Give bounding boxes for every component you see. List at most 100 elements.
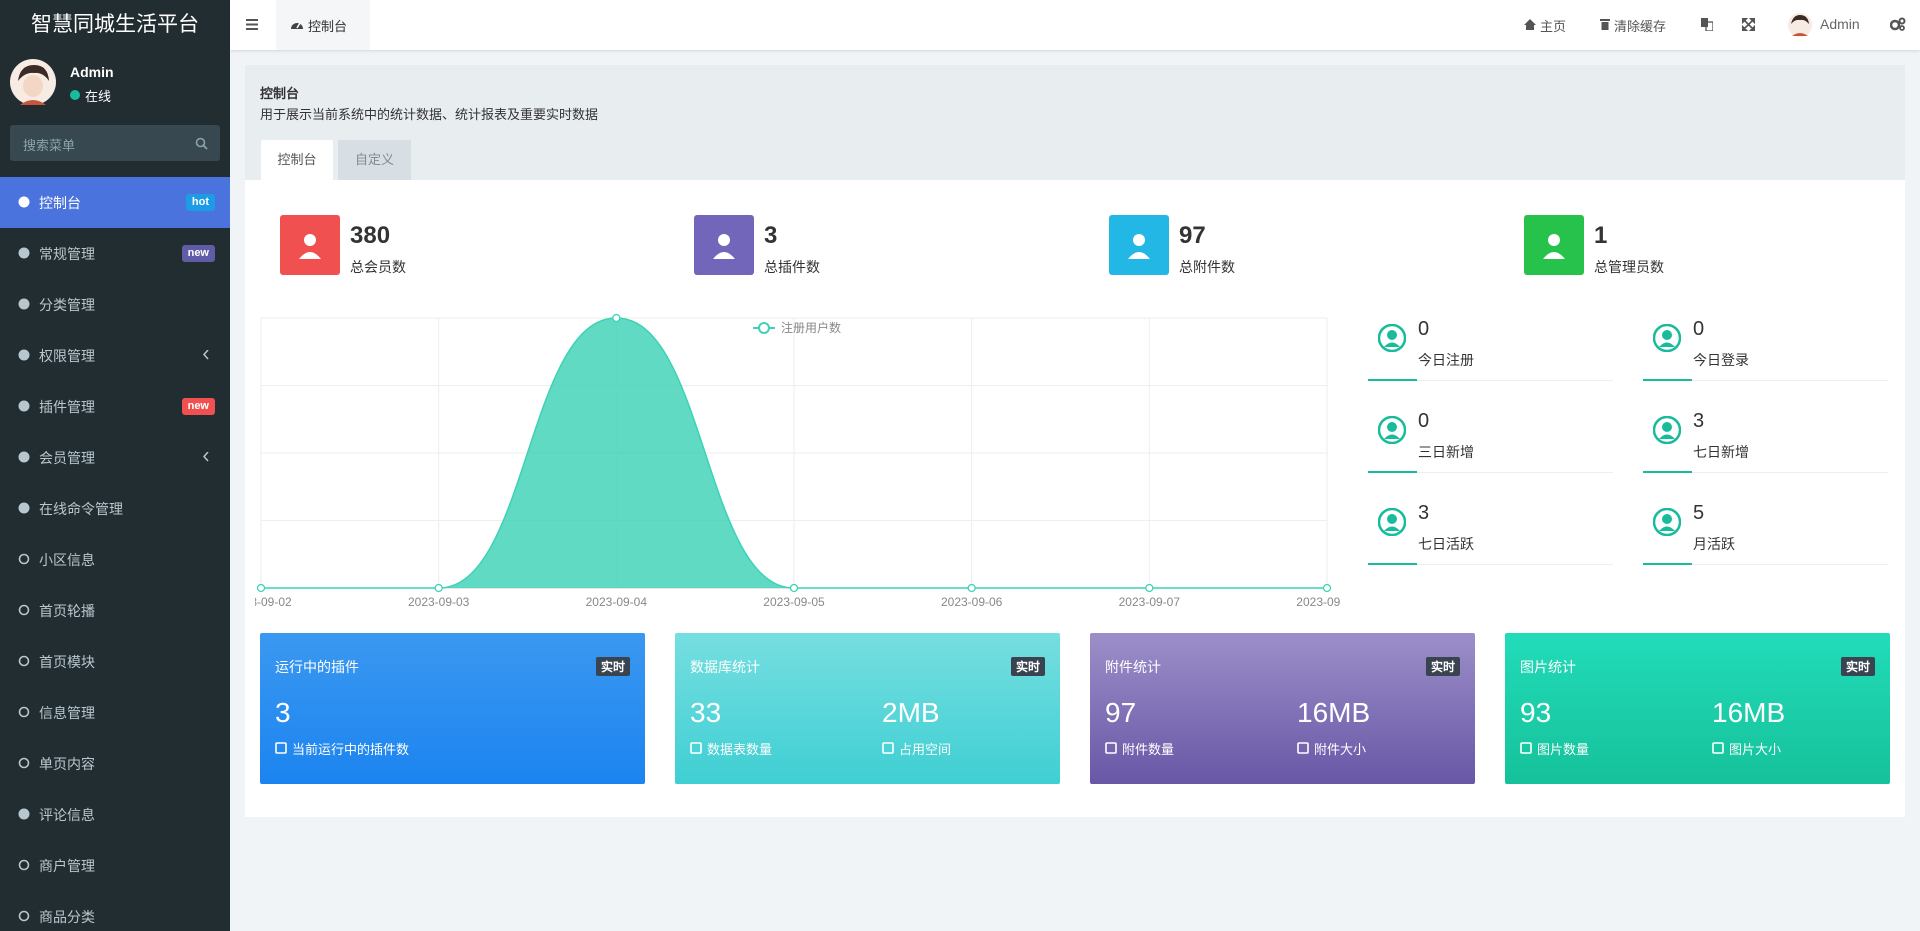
menu-label: 权限管理 [39,348,95,364]
home-link[interactable]: 主页 [1540,19,1567,34]
x-tick-label: 2023-09-05 [763,595,825,609]
card-badge: 实时 [1010,657,1045,676]
fullscreen-icon[interactable] [1742,18,1755,31]
menu-arrow [203,452,209,462]
panel-title: 控制台 [260,86,300,101]
menu-item[interactable]: 商品分类 [0,891,230,931]
menu-label: 分类管理 [39,297,95,313]
card-label: 占用空间 [899,742,952,757]
stat-glyph [299,234,321,259]
mini-stat-icon [1653,416,1681,444]
card-label: 图片数量 [1537,742,1590,757]
card-value: 2MB [882,697,940,728]
menu-item[interactable]: 权限管理 [0,330,230,381]
card-label-icon [1712,742,1724,754]
card-value: 97 [1105,697,1137,728]
search-icon [195,137,208,150]
menu-toggle[interactable] [246,19,258,30]
point [612,313,621,323]
divider-accent [1368,471,1417,473]
card-label-icon [275,742,287,754]
series-area [261,318,1327,588]
search-box[interactable]: 搜索菜单 [10,125,220,161]
stat-card: 运行中的插件 实时 3 当前运行中的插件数 [260,633,645,784]
card-label: 附件数量 [1122,742,1175,757]
stat-card: 数据库统计 实时 33 数据表数量 2MB 占用空间 [675,633,1060,784]
card-label-icon [882,742,894,754]
legend-label: 注册用户数 [781,320,841,335]
tab-label: 控制台 [308,19,348,34]
stat-label: 总管理员数 [1594,259,1664,275]
menu-item[interactable]: 评论信息 [0,789,230,840]
menu-label: 商品分类 [39,909,95,925]
menu-label: 常规管理 [39,246,95,262]
point [967,583,976,593]
menu-icon [18,247,30,259]
menu-item[interactable]: 会员管理 [0,432,230,483]
mini-stat-label: 月活跃 [1693,536,1735,552]
card-label: 图片大小 [1729,742,1782,757]
divider-accent [1368,379,1417,381]
tab-active[interactable]: 控制台 [261,140,333,180]
divider [1643,472,1888,473]
mini-stat-icon [1378,324,1406,352]
menu-label: 插件管理 [39,399,95,415]
stat-icon [694,215,754,275]
card-value: 16MB [1712,697,1786,728]
menu-badge: new [181,245,215,262]
series-line [260,317,1327,589]
divider [1643,564,1888,565]
tab[interactable]: 自定义 [338,140,411,180]
menu-item[interactable]: 信息管理 [0,687,230,738]
menu-icon [18,706,30,718]
stat-icon [280,215,340,275]
divider-accent [1643,563,1692,565]
menu-label: 评论信息 [39,807,95,823]
tab[interactable]: 控制台 [276,0,370,50]
status-dot [70,90,80,100]
mini-stat-label: 今日登录 [1693,352,1749,368]
menu-label: 信息管理 [39,705,95,721]
menu-item[interactable]: 控制台 hot [0,177,230,228]
menu-item[interactable]: 商户管理 [0,840,230,891]
mini-stat-value: 3 [1693,410,1705,432]
card-label-icon [1105,742,1117,754]
menu-icon [18,502,30,514]
card-label: 数据表数量 [707,742,773,757]
settings-icon[interactable] [1890,17,1906,31]
stat-icon [1109,215,1169,275]
stat-glyph [1543,234,1565,259]
card-value: 3 [275,697,291,728]
clear-cache-link[interactable]: 清除缓存 [1614,19,1667,34]
logo[interactable]: 智慧同城生活平台 [31,13,199,36]
menu-label: 单页内容 [39,756,95,772]
search-placeholder: 搜索菜单 [23,138,76,153]
mini-stat-label: 七日活跃 [1418,536,1474,552]
menu-icon [18,757,30,769]
menu-arrow [203,350,209,360]
menu-label: 首页轮播 [39,603,95,619]
card-label: 当前运行中的插件数 [292,742,410,757]
card-label-icon [690,742,702,754]
menu-item[interactable]: 首页轮播 [0,585,230,636]
card-label-icon [1297,742,1309,754]
stat-label: 总会员数 [350,259,406,275]
menu-item[interactable]: 单页内容 [0,738,230,789]
mini-stat-icon [1653,324,1681,352]
header-user[interactable]: Admin [1820,16,1860,32]
menu-item[interactable]: 常规管理 new [0,228,230,279]
card-title: 数据库统计 [690,659,760,675]
point [1145,583,1154,593]
menu-item[interactable]: 小区信息 [0,534,230,585]
language-icon[interactable] [1701,18,1713,31]
divider [1643,380,1888,381]
header-avatar[interactable] [1788,12,1812,38]
menu-item[interactable]: 在线命令管理 [0,483,230,534]
divider [1368,380,1613,381]
card-title: 运行中的插件 [275,659,359,675]
menu-item[interactable]: 分类管理 [0,279,230,330]
menu-item[interactable]: 首页模块 [0,636,230,687]
menu-item[interactable]: 插件管理 new [0,381,230,432]
divider-accent [1643,471,1692,473]
